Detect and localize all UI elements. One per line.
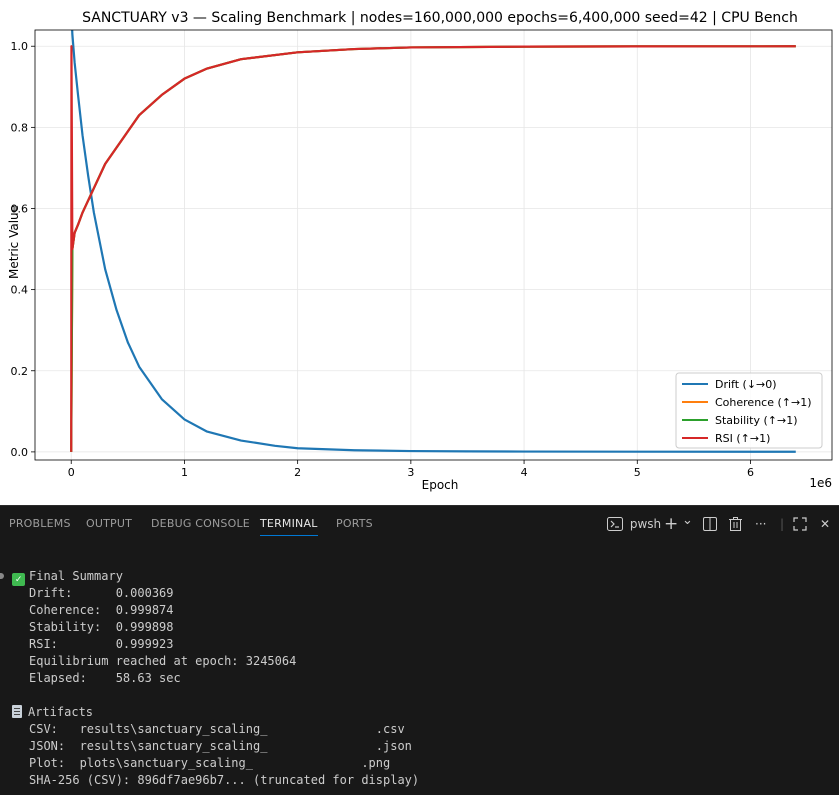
- panel-tabs: PROBLEMS OUTPUT DEBUG CONSOLE TERMINAL P…: [0, 506, 839, 542]
- legend-label: RSI (↑→1): [715, 432, 770, 445]
- x-tick-label: 6: [747, 466, 754, 479]
- new-terminal-button[interactable]: +: [664, 506, 678, 542]
- terminal-profile-button[interactable]: pwsh: [607, 506, 661, 542]
- chart-lines: [70, 30, 796, 453]
- y-tick-label: 0.0: [11, 446, 29, 459]
- elapsed-line: Elapsed: 58.63 sec: [29, 671, 181, 685]
- plot-frame: [34, 29, 833, 461]
- terminal-icon: [607, 517, 623, 531]
- chart-legend: Drift (↓→0) Coherence (↑→1) Stability (↑→1…: [675, 372, 823, 449]
- y-axis-label: Metric Value: [7, 205, 21, 279]
- tab-ports[interactable]: PORTS: [336, 517, 373, 530]
- split-terminal-button[interactable]: [703, 506, 717, 542]
- artifacts-heading: Artifacts: [12, 704, 93, 721]
- summary-title: Final Summary: [29, 569, 123, 583]
- drift-line: Drift: 0.000369: [29, 586, 174, 600]
- metric-chart: SANCTUARY v3 — Scaling Benchmark | nodes…: [7, 10, 833, 492]
- legend-label: Stability (↑→1): [715, 414, 798, 427]
- close-icon: ✕: [820, 517, 831, 531]
- tab-terminal[interactable]: TERMINAL: [260, 506, 318, 542]
- x-tick-label: 1: [181, 466, 188, 479]
- json-line: JSON: results\sanctuary_scaling_ .json: [29, 739, 412, 753]
- plot-line: Plot: plots\sanctuary_scaling_ .png: [29, 756, 391, 770]
- chart-area: SANCTUARY v3 — Scaling Benchmark | nodes…: [7, 10, 833, 492]
- legend-box: [675, 372, 823, 449]
- summary-heading: ✓ Final Summary: [12, 568, 123, 586]
- split-icon: [703, 517, 717, 531]
- document-icon: [12, 705, 22, 718]
- bottom-panel: PROBLEMS OUTPUT DEBUG CONSOLE TERMINAL P…: [0, 505, 839, 795]
- legend-label: Drift (↓→0): [715, 378, 777, 391]
- legend-label: Coherence (↑→1): [715, 396, 812, 409]
- maximize-icon: [793, 517, 807, 531]
- shell-label: pwsh: [629, 517, 662, 531]
- series-line-0: [71, 30, 796, 453]
- maximize-panel-button[interactable]: [793, 506, 807, 542]
- tab-output[interactable]: OUTPUT: [86, 517, 133, 530]
- plus-icon: +: [664, 514, 679, 534]
- coherence-line: Coherence: 0.999874: [29, 603, 174, 617]
- x-tick-label: 4: [521, 466, 528, 479]
- y-tick-label: 0.4: [11, 284, 29, 297]
- trash-icon: [729, 517, 742, 531]
- x-tick-label: 3: [407, 466, 414, 479]
- y-tick-label: 0.6: [11, 202, 29, 215]
- kill-terminal-button[interactable]: [729, 506, 742, 542]
- x-tick-label: 0: [68, 466, 75, 479]
- tab-debug-console[interactable]: DEBUG CONSOLE: [151, 517, 250, 530]
- y-tick-label: 0.2: [11, 365, 29, 378]
- command-decoration-icon: [0, 573, 4, 579]
- separator: |: [780, 517, 785, 531]
- x-tick-label: 2: [294, 466, 301, 479]
- x-scale-label: 1e6: [809, 476, 832, 490]
- series-line-3: [70, 45, 796, 452]
- csv-line: CSV: results\sanctuary_scaling_ .csv: [29, 722, 405, 736]
- equilibrium-line: Equilibrium reached at epoch: 3245064: [29, 654, 297, 668]
- x-axis-label: Epoch: [422, 478, 459, 492]
- x-tick-label: 5: [634, 466, 641, 479]
- y-tick-label: 0.8: [11, 121, 29, 134]
- stability-line: Stability: 0.999898: [29, 620, 174, 634]
- close-panel-button[interactable]: ✕: [820, 506, 830, 542]
- chart-title: SANCTUARY v3 — Scaling Benchmark | nodes…: [82, 10, 798, 26]
- y-tick-label: 1.0: [11, 40, 29, 53]
- sha-line: SHA-256 (CSV): 896df7ae96b7... (truncate…: [29, 773, 420, 787]
- check-icon: ✓: [12, 573, 25, 586]
- y-axis: 0.0 0.2 0.4 0.6 0.8 1.0: [11, 40, 35, 459]
- tab-problems[interactable]: PROBLEMS: [9, 517, 71, 530]
- more-icon: ···: [755, 517, 767, 531]
- artifacts-title: Artifacts: [28, 705, 94, 719]
- rsi-line: RSI: 0.999923: [29, 637, 174, 651]
- chevron-down-icon: ⌄: [682, 513, 693, 528]
- terminal-dropdown-button[interactable]: ⌄: [682, 503, 693, 539]
- more-actions-button[interactable]: ···: [755, 506, 766, 542]
- x-axis: 0 1 2 3 4 5 6: [68, 460, 754, 479]
